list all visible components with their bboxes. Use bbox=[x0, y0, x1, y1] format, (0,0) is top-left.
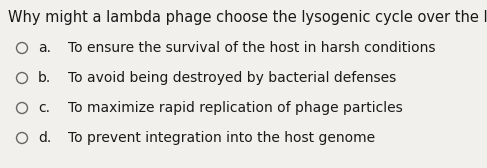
Text: Why might a lambda phage choose the lysogenic cycle over the lytic cycle?: Why might a lambda phage choose the lyso… bbox=[8, 10, 487, 25]
Text: To ensure the survival of the host in harsh conditions: To ensure the survival of the host in ha… bbox=[68, 41, 435, 55]
Text: To maximize rapid replication of phage particles: To maximize rapid replication of phage p… bbox=[68, 101, 403, 115]
Text: c.: c. bbox=[38, 101, 50, 115]
Text: To avoid being destroyed by bacterial defenses: To avoid being destroyed by bacterial de… bbox=[68, 71, 396, 85]
Text: a.: a. bbox=[38, 41, 51, 55]
Text: b.: b. bbox=[38, 71, 51, 85]
Text: To prevent integration into the host genome: To prevent integration into the host gen… bbox=[68, 131, 375, 145]
Text: d.: d. bbox=[38, 131, 51, 145]
